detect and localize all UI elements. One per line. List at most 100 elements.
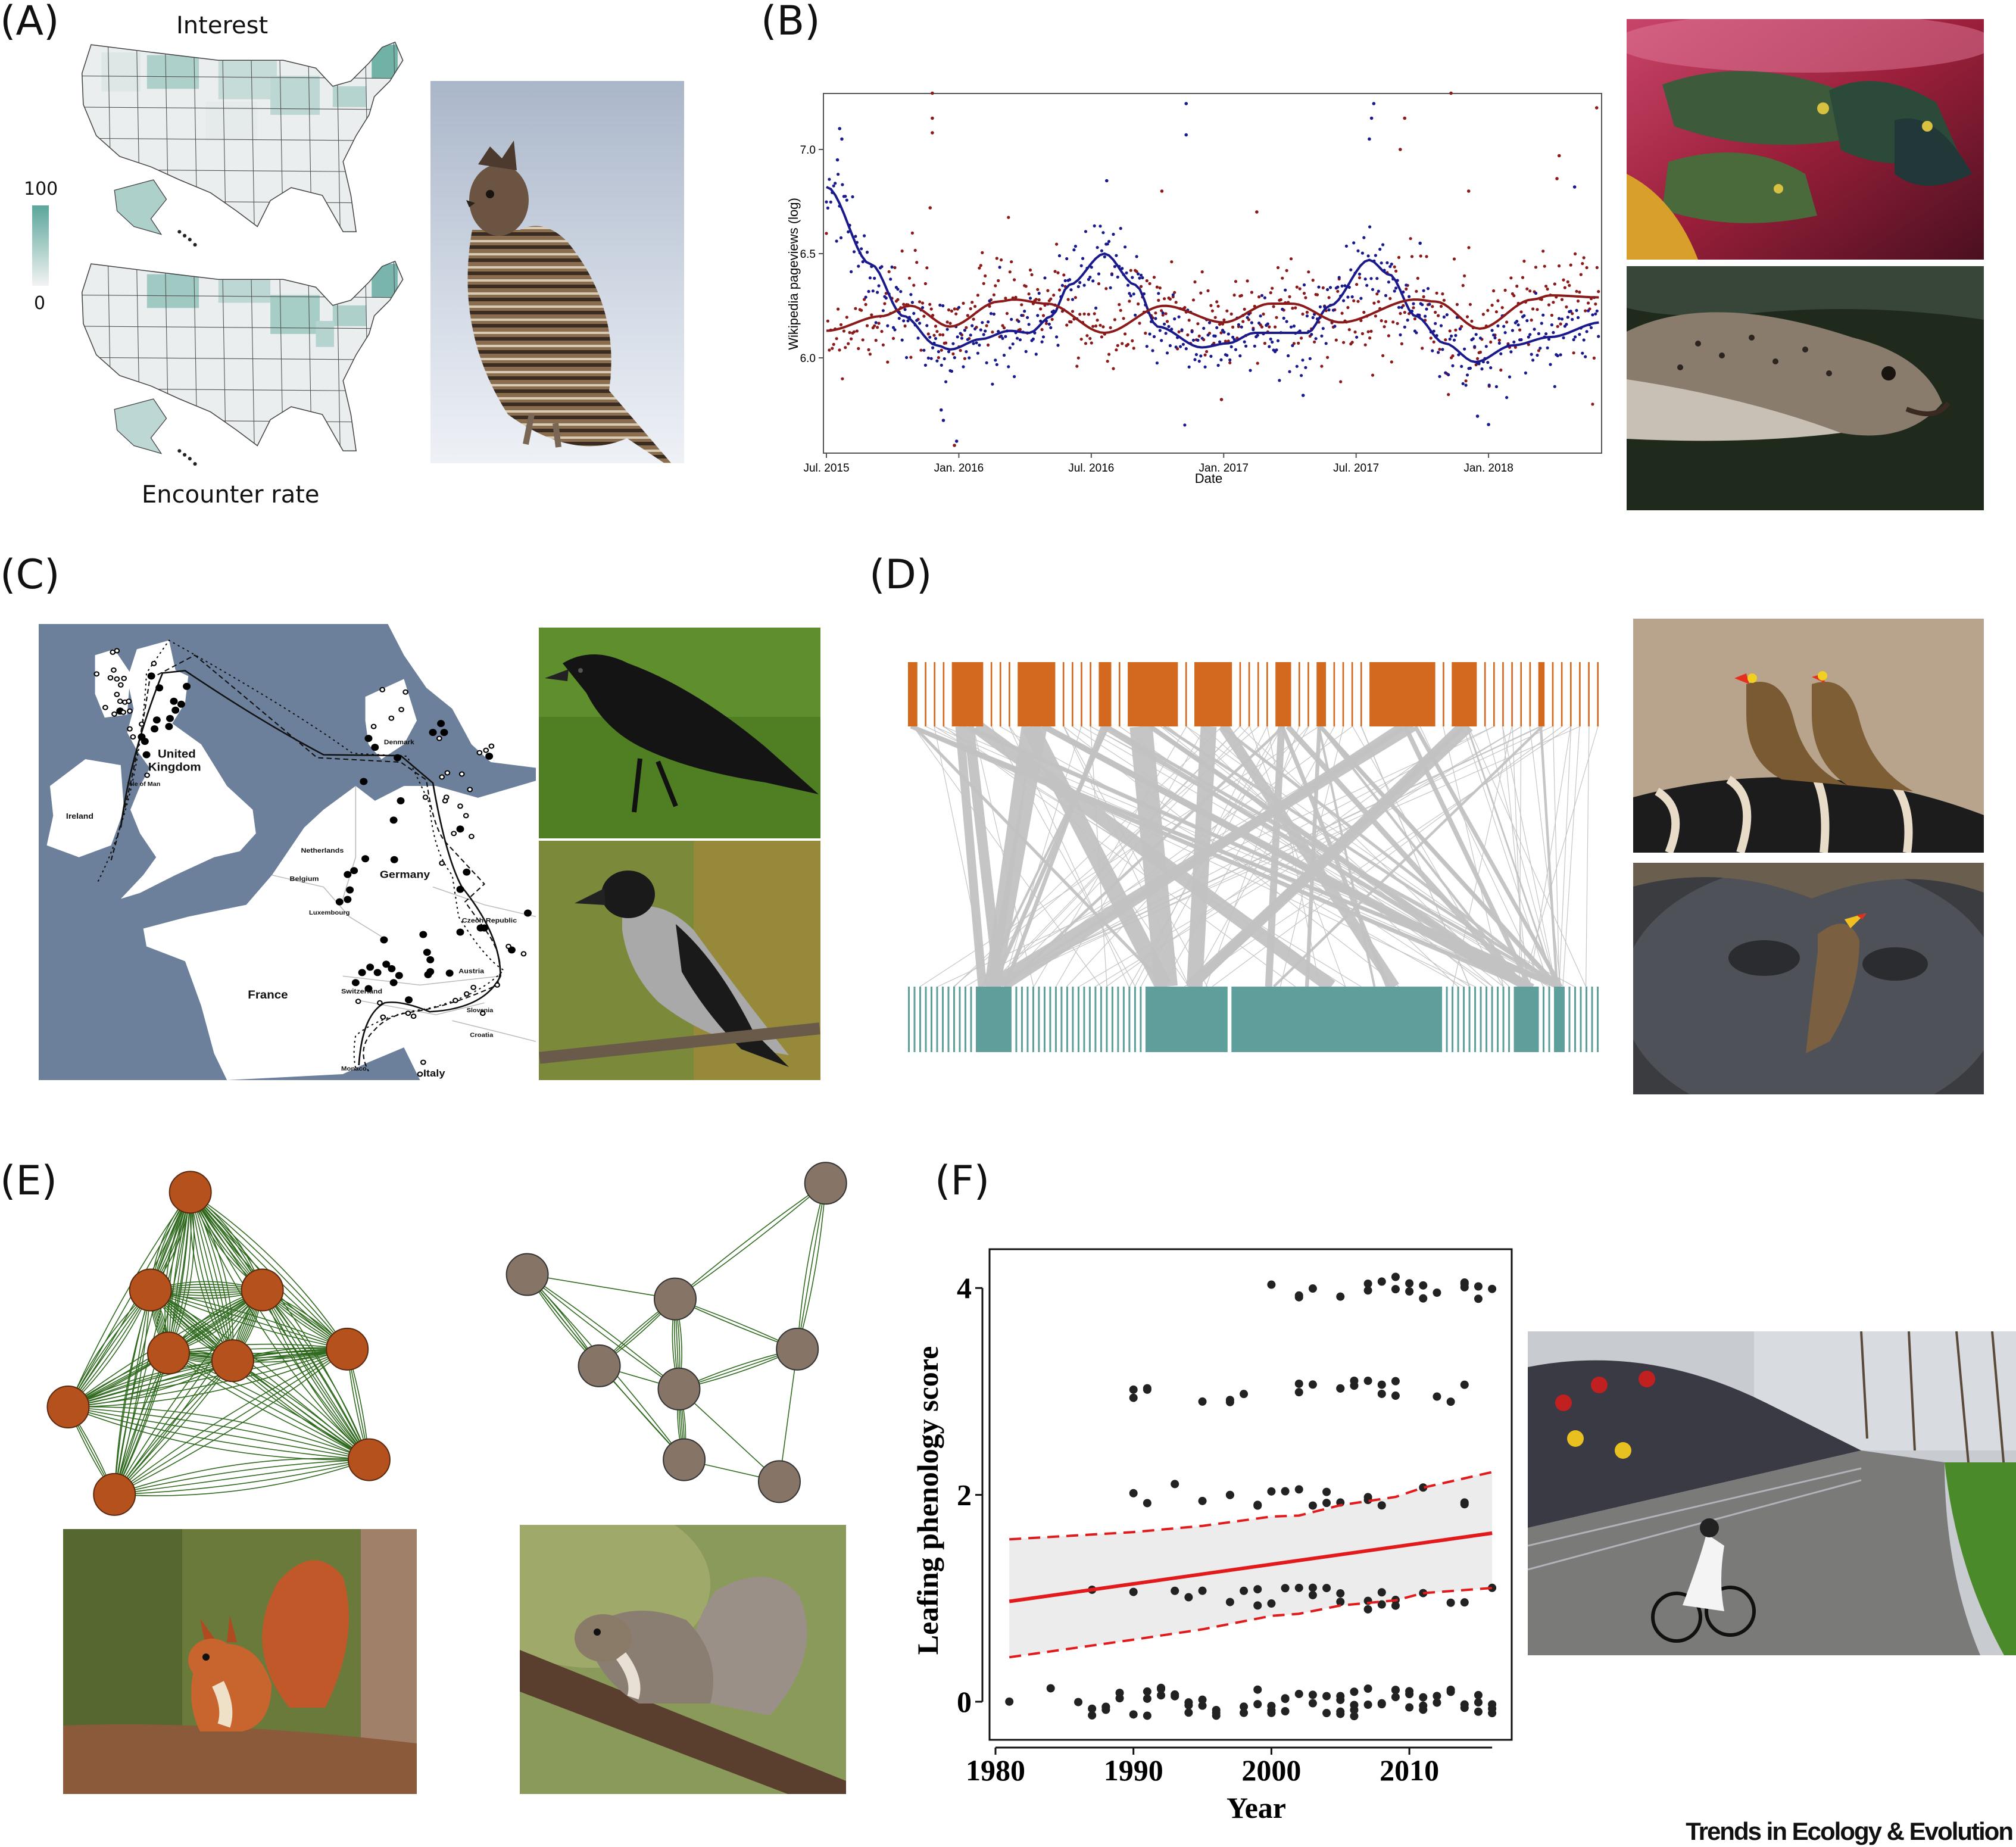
data-point-red [954, 312, 958, 316]
data-point-blue [1110, 273, 1114, 276]
crow-sample-open [117, 682, 124, 688]
data-point-red [959, 349, 962, 352]
data-point-blue [1450, 334, 1453, 338]
data-point-blue [1289, 325, 1293, 329]
data-point-blue [959, 332, 962, 335]
data-point-blue [1190, 330, 1194, 333]
crow-sample-filled [380, 936, 388, 944]
data-point-red [887, 270, 891, 273]
data-point-blue [1008, 346, 1012, 350]
data-point-red [1587, 301, 1590, 305]
data-point-red [1132, 347, 1135, 350]
data-point-blue [1310, 333, 1313, 336]
data-point-blue [1412, 302, 1415, 305]
data-point-red [1444, 338, 1447, 342]
host-node [1568, 987, 1571, 1052]
data-point-red [828, 348, 831, 352]
crow-sample-filled [177, 700, 185, 708]
data-point-red [1275, 316, 1278, 319]
data-point-red [1219, 398, 1224, 401]
data-point-blue [1252, 328, 1255, 332]
data-point-blue [864, 295, 867, 299]
data-point-red [1210, 309, 1214, 313]
data-point-blue [945, 327, 949, 331]
crow-sample-open [488, 743, 495, 749]
crow-sample-open [151, 660, 157, 666]
oxpecker-node [1275, 662, 1291, 726]
crow-sample-filled [426, 956, 435, 963]
data-point-blue [1141, 276, 1144, 280]
interaction-link [1466, 726, 1557, 987]
host-node [1474, 987, 1477, 1052]
interaction-link [985, 726, 1541, 987]
observation-point [1363, 1496, 1372, 1505]
data-point-red [950, 309, 953, 313]
data-point-red [896, 298, 900, 301]
observation-point [1143, 1694, 1151, 1703]
crow-sample-filled [346, 886, 354, 894]
squirrel-contact-networks [46, 1162, 847, 1516]
crow-sample-open [111, 711, 117, 717]
state-border [82, 138, 403, 142]
contact-edge [114, 1290, 151, 1495]
x-tick-label: 1980 [966, 1754, 1025, 1787]
state-region-shaded [218, 60, 277, 99]
observation-point [1377, 1277, 1386, 1286]
data-point-blue [1081, 257, 1085, 260]
data-point-red [1113, 318, 1116, 322]
data-point-red [1255, 210, 1259, 214]
data-point-blue [981, 321, 984, 325]
contact-edge [189, 1191, 370, 1461]
data-point-blue [1540, 322, 1543, 325]
data-point-blue [1183, 423, 1187, 427]
data-point-blue [1317, 285, 1321, 289]
scandinavia [388, 624, 536, 768]
data-point-red [1419, 254, 1422, 258]
host-node [1049, 987, 1051, 1052]
data-point-red [1552, 301, 1555, 304]
contact-edge [262, 1289, 370, 1460]
observation-point [1294, 1388, 1303, 1397]
data-point-blue [1587, 309, 1590, 313]
data-point-blue [1096, 246, 1099, 249]
data-point-blue [1257, 322, 1261, 325]
data-point-blue [918, 322, 922, 325]
data-point-red [852, 330, 856, 333]
observation-point [1419, 1483, 1428, 1492]
data-point-blue [1502, 325, 1506, 328]
data-point-blue [962, 365, 965, 369]
host-node [1072, 987, 1074, 1052]
observation-point [1405, 1279, 1414, 1288]
y-tick-label: 6.0 [800, 352, 816, 365]
crow-sample-open [120, 709, 127, 715]
data-point-blue [1219, 358, 1223, 361]
data-point-blue [886, 324, 890, 327]
data-point-blue [905, 355, 909, 360]
oxpecker-node [1484, 662, 1486, 726]
data-point-red [1302, 292, 1306, 295]
data-point-blue [896, 288, 900, 291]
data-point-blue [1132, 292, 1135, 296]
grey-squirrel-photo [520, 1525, 846, 1794]
data-point-red [844, 346, 847, 350]
contact-edge [114, 1459, 370, 1495]
ci-lower-line [1009, 1586, 1493, 1659]
data-point-red [1232, 294, 1236, 297]
observation-point [1322, 1487, 1331, 1496]
map-label-italy: Italy [423, 1068, 445, 1079]
data-point-blue [1489, 366, 1493, 370]
crow-sample-filled [360, 778, 368, 785]
data-point-blue [903, 308, 907, 311]
crow-sample-filled [371, 744, 379, 751]
data-point-red [831, 347, 834, 350]
interaction-link [1240, 726, 1510, 987]
crow-sample-open [130, 734, 136, 740]
data-point-red [1497, 338, 1501, 342]
data-point-red [963, 357, 966, 360]
host-node [1043, 987, 1046, 1052]
atlantic-salmon-photo [1627, 266, 1984, 510]
data-point-blue [851, 195, 854, 199]
data-point-red [978, 266, 981, 270]
observation-point [1377, 1588, 1386, 1597]
observation-point [1419, 1693, 1428, 1702]
